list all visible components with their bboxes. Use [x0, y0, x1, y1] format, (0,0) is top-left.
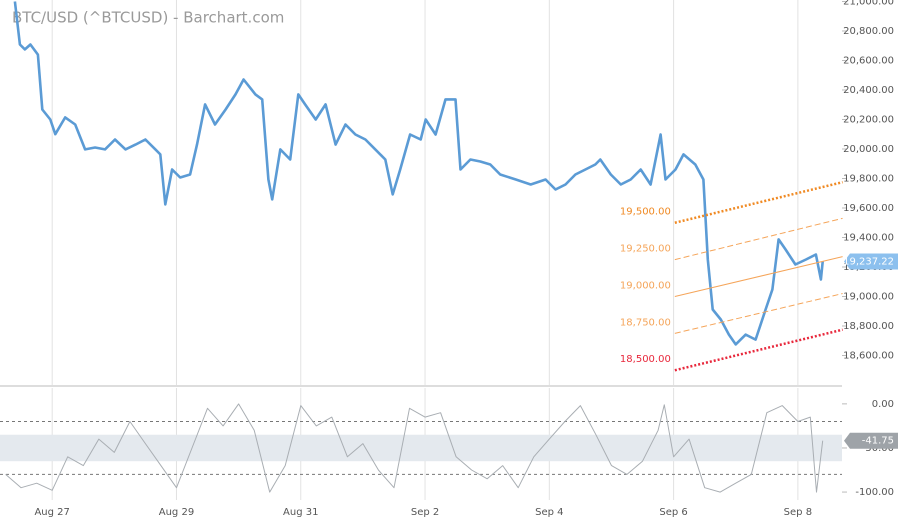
y-tick-label: 19,600.00 — [843, 203, 894, 214]
last-value-box — [844, 253, 898, 270]
band — [0, 434, 842, 462]
channel-line — [674, 180, 843, 224]
y-tick-label: 21,000.00 — [843, 0, 894, 7]
x-tick-label: Sep 8 — [784, 507, 812, 518]
y-tick-label: 20,800.00 — [843, 26, 894, 37]
x-tick-label: Sep 6 — [659, 507, 687, 518]
channel-label: 19,250.00 — [620, 244, 671, 255]
y-tick-label: 18,800.00 — [843, 321, 894, 332]
last-value-box — [844, 432, 898, 449]
series-line — [13, 1, 824, 346]
y-tick-label: 20,600.00 — [843, 55, 894, 66]
y-tick-label: 20,400.00 — [843, 85, 894, 96]
channel-line — [674, 328, 843, 372]
last-value-label: 19,237.22 — [843, 257, 894, 268]
y-tick-label: 0.00 — [872, 399, 894, 410]
x-tick-label: Sep 4 — [535, 507, 563, 518]
channel-label: 18,750.00 — [620, 317, 671, 328]
x-tick-label: Aug 27 — [34, 507, 69, 518]
channel-label: 19,000.00 — [620, 280, 671, 291]
y-tick-label: -100.00 — [855, 487, 894, 498]
chart-title: BTC/USD (^BTCUSD) - Barchart.com — [12, 9, 284, 27]
x-tick-label: Aug 31 — [283, 507, 318, 518]
y-tick-label: 19,400.00 — [843, 232, 894, 243]
last-value-label: -41.75 — [862, 436, 894, 447]
channel-label: 19,500.00 — [620, 207, 671, 218]
channel-line — [674, 293, 843, 334]
y-tick-label: 18,600.00 — [843, 350, 894, 361]
channel-label: 18,500.00 — [620, 354, 671, 365]
series-line — [5, 403, 824, 493]
y-tick-label: 19,000.00 — [843, 291, 894, 302]
channel-line — [674, 217, 843, 261]
x-tick-label: Aug 29 — [159, 507, 194, 518]
channel-line — [674, 256, 843, 297]
y-tick-label: 20,200.00 — [843, 114, 894, 125]
x-tick-label: Sep 2 — [411, 507, 439, 518]
y-tick-label: 20,000.00 — [843, 144, 894, 155]
y-tick-label: 19,800.00 — [843, 173, 894, 184]
